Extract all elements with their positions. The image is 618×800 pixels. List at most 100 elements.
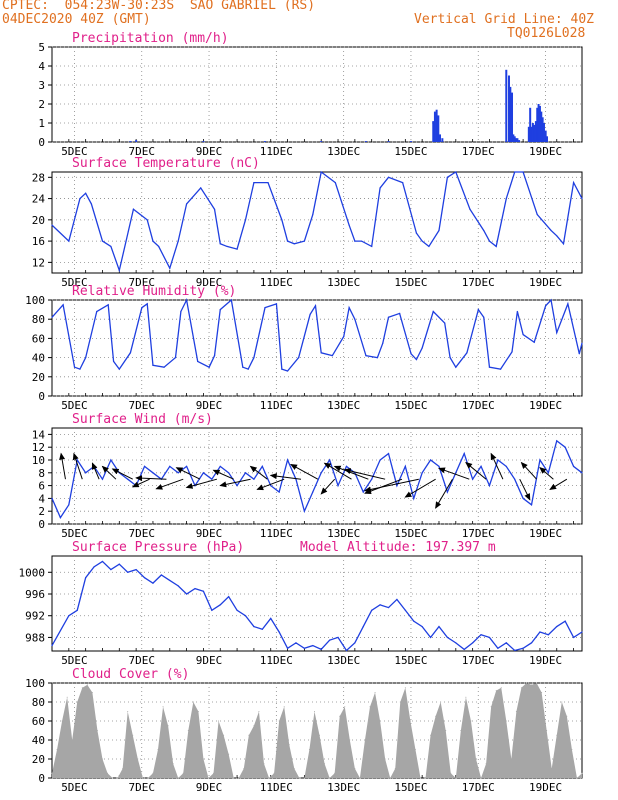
temp-point [281,219,283,221]
pressure-point [522,647,524,649]
precip-xtick-label: 5DEC [61,145,88,158]
temp-point [522,171,524,173]
temp-point [421,240,423,242]
rh-title: Relative Humidity (%) [72,284,236,299]
temp-xtick-label: 17DEC [462,276,495,289]
wind-point [480,465,482,467]
cloud-point [86,684,88,686]
precip-bar [387,141,390,142]
rh-xtick-label: 11DEC [260,399,293,412]
rh-point [112,360,115,363]
cloud-point [364,739,366,741]
cloud-point [117,777,119,779]
cloud-point [61,720,63,722]
cloud-point [359,777,361,779]
wind-arrow [465,461,487,480]
cloud-point [263,763,265,765]
cloud-ytick-label: 20 [32,753,45,766]
pressure-point [253,625,255,628]
cloud-point [440,701,442,703]
pressure-point [539,631,541,633]
precip-bar [536,107,539,142]
cloud-point [182,772,184,774]
wind-point [387,453,390,455]
wind-point [228,472,230,474]
cloud-point [213,772,215,774]
temp-xtick-label: 7DEC [128,276,155,289]
wind-ytick-label: 14 [32,428,46,441]
cloud-point [172,763,174,765]
pressure-point [169,579,171,582]
temp-point [85,192,87,194]
wind-point [253,478,255,480]
cloud-point [334,772,336,774]
temp-point [348,224,350,226]
precip-xtick-label: 15DEC [394,145,427,158]
cloud-xtick-label: 19DEC [529,781,562,794]
precip-bar [540,111,543,142]
cloud-xtick-label: 5DEC [61,781,88,794]
pressure-frame [51,555,583,652]
cloud-xtick-label: 13DEC [327,781,360,794]
rh-point [365,355,367,357]
wind-point [564,446,566,448]
precip-bar [364,141,367,142]
cloud-point [581,772,583,774]
cloud-point [273,772,275,774]
cloud-point [96,730,98,731]
cloud-point [414,749,416,750]
rh-point [219,309,221,311]
temp-point [562,243,565,245]
rh-ytick-label: 100 [25,294,45,307]
cloud-point [510,758,512,760]
cloud-point [409,720,411,722]
pressure-point [505,642,507,644]
temp-xtick-label: 13DEC [327,276,360,289]
wind-point [581,472,583,474]
rh-point [141,307,143,309]
temp-ytick-label: 24 [32,193,46,206]
wind-point [110,459,112,461]
precip-ytick-label: 2 [38,98,45,111]
rh-point [382,342,384,344]
cloud-point [238,777,240,779]
wind-arrow [363,478,419,493]
rh-line [51,297,583,372]
cloud-point [339,715,341,717]
cloud-point [344,706,346,708]
temp-point [483,229,485,232]
cloud-point [394,768,396,769]
cloud-point [177,777,179,779]
rh-point [264,307,266,309]
wind-point [329,459,331,461]
cloud-point [531,684,533,686]
rh-point [118,368,120,370]
cloud-point [455,777,457,779]
pressure-point [472,642,474,644]
rh-point [477,309,479,311]
precip-bar [135,140,138,142]
wind-point [143,465,146,467]
cloud-point [207,777,209,779]
pressure-xtick-label: 7DEC [128,654,155,667]
cloud-point [283,706,285,708]
pressure-point [396,598,398,601]
rh-point [499,368,502,370]
cloud-point [576,777,578,779]
wind-arrow [519,478,531,501]
cloud-point [303,777,305,779]
temp-ytick-label: 28 [32,171,45,184]
pressure-point [337,636,339,639]
wind-xtick-label: 11DEC [260,527,293,540]
precip-bar [410,141,413,142]
wind-xtick-label: 15DEC [394,527,427,540]
rh-point [129,352,132,354]
rh-xtick-label: 13DEC [327,399,360,412]
rh-point [331,355,333,357]
cloud-point [404,687,406,689]
wind-point [101,478,104,480]
cloud-point [258,711,260,712]
cloud-point [228,753,230,755]
wind-ytick-label: 4 [38,492,45,505]
wind-point [539,459,541,461]
